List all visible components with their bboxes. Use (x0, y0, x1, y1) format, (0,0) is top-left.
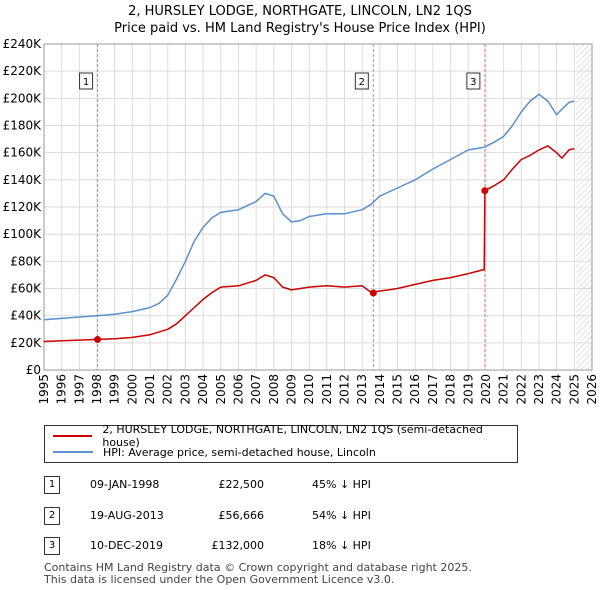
x-tick-label: 2005 (214, 374, 228, 405)
x-tick-label: 1995 (37, 374, 51, 405)
x-tick-label: 2025 (567, 374, 581, 405)
sale-number-box (466, 72, 481, 90)
x-tick-label: 2019 (461, 374, 475, 405)
x-tick-label: 1996 (55, 374, 69, 405)
y-tick-label: £80K (10, 254, 42, 268)
sale-markers (94, 187, 489, 343)
x-tick-label: 2001 (143, 374, 157, 405)
x-tick-label: 2023 (532, 374, 546, 405)
x-tick-label: 2008 (267, 374, 281, 405)
axes: £0 £20K £40K £60K £80K £100K £120K £140K £160K £1… (3, 37, 599, 405)
footer-copyright: Contains HM Land Registry data © Crown c… (44, 561, 472, 574)
sale-number-label: 1 (83, 77, 89, 88)
sale-point (481, 187, 489, 195)
x-tick-label: 1999 (108, 374, 122, 405)
sale-number-label: 2 (359, 77, 365, 88)
footer-licence: This data is licensed under the Open Gov… (44, 573, 395, 586)
x-tick-label: 2022 (514, 374, 528, 405)
property-price-line (43, 145, 575, 343)
sale-number-label: 3 (470, 77, 476, 88)
transaction-date: 09-JAN-1998 (90, 478, 160, 491)
transaction-price: £132,000 (211, 539, 265, 552)
grid (43, 43, 593, 371)
transaction-number: 2 (44, 507, 60, 525)
transaction-price: £22,500 (218, 478, 265, 491)
transaction-price: £56,666 (218, 509, 265, 522)
y-tick-label: £240K (3, 37, 43, 51)
x-tick-label: 2024 (550, 374, 564, 405)
x-tick-label: 2018 (444, 374, 458, 405)
transaction-number: 3 (44, 537, 60, 555)
transaction-hpi-diff: 45% ↓ HPI (312, 478, 371, 491)
y-tick-label: £60K (10, 282, 42, 296)
legend-item-hpi: HPI: Average price, semi-detached house,… (53, 444, 376, 460)
x-tick-label: 1997 (72, 374, 86, 405)
legend-swatch-property (53, 435, 93, 437)
y-tick-label: £140K (3, 173, 43, 187)
y-tick-label: £20K (10, 336, 42, 350)
sale-number-box (79, 72, 94, 90)
transaction-number: 1 (44, 476, 60, 494)
x-tick-label: 2002 (161, 374, 175, 405)
transaction-hpi-diff: 18% ↓ HPI (312, 539, 371, 552)
legend-label-property: 2, HURSLEY LODGE, NORTHGATE, LINCOLN, LN… (102, 423, 483, 449)
y-tick-label: £100K (3, 227, 43, 241)
legend-label-hpi: HPI: Average price, semi-detached house,… (103, 445, 376, 459)
x-tick-label: 2010 (302, 374, 316, 405)
x-tick-label: 2009 (284, 374, 298, 405)
legend: 2, HURSLEY LODGE, NORTHGATE, LINCOLN, LN… (44, 423, 518, 463)
x-tick-label: 2026 (585, 374, 599, 405)
x-tick-label: 2011 (320, 374, 334, 405)
x-tick-label: 1998 (90, 374, 104, 405)
y-tick-label: £200K (3, 91, 43, 105)
y-tick-label: £180K (3, 119, 43, 133)
y-tick-label: £160K (3, 146, 43, 160)
legend-swatch-hpi (53, 451, 93, 453)
transaction-date: 19-AUG-2013 (90, 509, 164, 522)
y-tick-label: £220K (3, 64, 43, 78)
x-tick-label: 2015 (391, 374, 405, 405)
y-tick-label: £40K (10, 309, 42, 323)
y-tick-label: £0 (26, 363, 41, 377)
x-tick-label: 2007 (249, 374, 263, 405)
x-tick-label: 2003 (178, 374, 192, 405)
x-tick-label: 2021 (497, 374, 511, 405)
x-tick-label: 2014 (373, 374, 387, 405)
x-tick-label: 2012 (338, 374, 352, 405)
x-tick-label: 2017 (426, 374, 440, 405)
chart-title: 2, HURSLEY LODGE, NORTHGATE, LINCOLN, LN… (128, 4, 472, 19)
transaction-date: 10-DEC-2019 (90, 539, 164, 552)
y-tick-label: £120K (3, 200, 43, 214)
x-tick-label: 2004 (196, 374, 210, 405)
hpi-line (43, 93, 575, 321)
x-tick-label: 2013 (355, 374, 369, 405)
x-tick-label: 2016 (408, 374, 422, 405)
transaction-hpi-diff: 54% ↓ HPI (312, 509, 371, 522)
x-tick-label: 2000 (125, 374, 139, 405)
chart-subtitle: Price paid vs. HM Land Registry's House … (114, 21, 486, 36)
legend-item-property: 2, HURSLEY LODGE, NORTHGATE, LINCOLN, LN… (53, 423, 517, 449)
price-chart: £0 £20K £40K £60K £80K £100K £120K £140K £160K £1… (3, 37, 599, 405)
series (43, 93, 575, 343)
sale-point (94, 335, 102, 343)
x-tick-label: 2006 (231, 374, 245, 405)
plot-border (43, 43, 593, 371)
sale-number-box (354, 72, 369, 90)
sale-point (369, 289, 377, 297)
x-tick-label: 2020 (479, 374, 493, 405)
